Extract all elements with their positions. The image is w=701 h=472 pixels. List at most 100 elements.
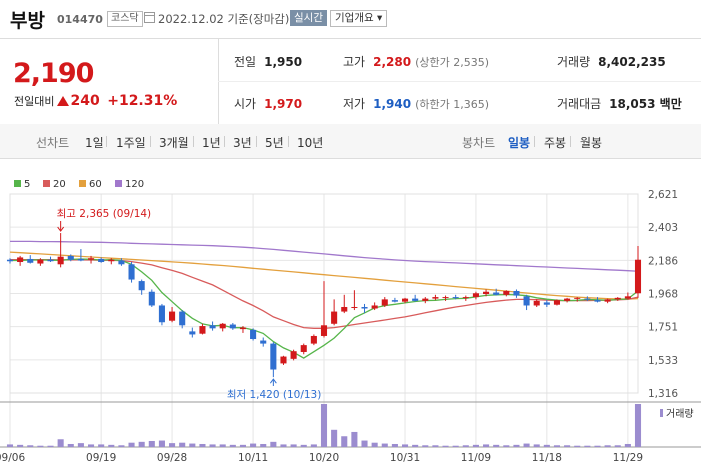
quote-separator [218, 81, 701, 82]
candle-body [128, 264, 135, 280]
volume-bar [169, 443, 176, 447]
tab-5y[interactable]: 5년 [265, 136, 284, 150]
x-tick-label: 09/19 [86, 452, 116, 464]
candle-body [432, 297, 439, 299]
volume-bar [280, 444, 287, 447]
chart-tab-bar: 선차트 1일 1주일 3개월 1년 3년 5년 10년 봉차트 일봉 주봉 월봉 [0, 124, 701, 159]
volume-bar [472, 444, 479, 447]
candle-body [27, 258, 34, 263]
volume-legend-swatch [660, 409, 663, 417]
realtime-button[interactable]: 실시간 [290, 10, 327, 26]
volume-bar [250, 443, 257, 447]
volume-bar [371, 442, 378, 447]
y-tick-label: 2,621 [648, 189, 678, 201]
volume-bar [138, 441, 145, 447]
volume-bar [189, 443, 196, 447]
volume-bar [553, 445, 561, 447]
legend-label: 120 [125, 179, 144, 190]
ma5-line [10, 258, 639, 359]
volume-bar [98, 444, 105, 447]
candle-body [98, 258, 105, 263]
volume-bar [179, 442, 186, 447]
x-tick-label: 11/29 [613, 452, 643, 464]
volume-bar [17, 444, 24, 447]
candle-body [584, 298, 591, 300]
volume-bar [331, 429, 338, 447]
candle-body [341, 306, 348, 312]
volume-bar [564, 445, 571, 447]
volume-bar [401, 444, 409, 447]
prev-close: 전일 1,950 [234, 55, 303, 69]
volume-bar [219, 444, 226, 447]
candle-body [179, 311, 186, 326]
volume-bar [584, 445, 591, 447]
volume-bar [320, 404, 328, 447]
candle-body [270, 343, 277, 370]
current-price: 2,190 [13, 58, 94, 89]
stock-header: 부방 014470 코스닥 2022.12.02 기준(장마감) 실시간 기업개… [0, 0, 701, 39]
candle-body [624, 296, 631, 299]
volume-bar [391, 443, 398, 447]
volume-bar [624, 443, 631, 447]
tab-10y[interactable]: 10년 [297, 136, 324, 150]
candle-body [493, 292, 500, 295]
tab-1y[interactable]: 1년 [202, 136, 221, 150]
volume-bar [614, 445, 621, 447]
tab-weekly[interactable]: 주봉 [544, 136, 567, 150]
volume-bar [260, 443, 267, 447]
x-tick-label: 09/28 [157, 452, 187, 464]
candle-body [513, 290, 520, 296]
volume-bar [483, 444, 490, 447]
volume-bar [108, 444, 115, 447]
candle-body [523, 296, 530, 306]
candle-body [67, 255, 74, 260]
tab-3m[interactable]: 3개월 [159, 136, 189, 150]
candle-body [260, 340, 267, 344]
tab-monthly[interactable]: 월봉 [580, 136, 603, 150]
y-tick-label: 2,186 [648, 255, 678, 267]
x-tick-label: 11/09 [461, 452, 491, 464]
volume-bar [67, 443, 74, 447]
candle-body [6, 259, 14, 262]
volume-bar [290, 444, 297, 447]
trade-amount: 거래대금 18,053 백만 [557, 97, 682, 111]
tab-1w[interactable]: 1주일 [116, 136, 146, 150]
candle-body [533, 300, 540, 306]
volume-bar [523, 443, 530, 447]
volume-bar [412, 444, 419, 447]
x-tick-label: 09/06 [0, 452, 25, 464]
tab-daily[interactable]: 일봉 [508, 136, 531, 150]
candle-body [320, 325, 328, 336]
candle-body [250, 329, 257, 340]
candle-body [229, 324, 236, 329]
volume-bar [47, 445, 54, 447]
y-tick-label: 2,403 [648, 222, 678, 234]
candle-chart-label: 봉차트 [462, 136, 496, 150]
candle-body [564, 298, 571, 301]
volume-bar [199, 443, 206, 447]
high-price: 고가 2,280 (상한가 2,535) [343, 55, 489, 69]
high-annotation: 최고 2,365 (09/14) [57, 208, 152, 220]
volume-bar [229, 444, 236, 447]
legend-label: 5 [24, 179, 30, 190]
price-summary: 2,190 전일대비 240 +12.31% 전일 1,950 고가 2,280 (상한… [0, 38, 701, 125]
volume-bar [27, 445, 34, 447]
volume-bar [533, 444, 540, 447]
candle-body [199, 326, 206, 334]
volume-legend-label: 거래량 [666, 408, 694, 420]
tab-3y[interactable]: 3년 [233, 136, 252, 150]
candle-body [189, 331, 196, 335]
y-tick-label: 1,316 [648, 388, 678, 400]
candle-body [47, 259, 54, 262]
company-overview-button[interactable]: 기업개요 ▾ [330, 10, 388, 27]
tab-1d[interactable]: 1일 [85, 136, 104, 150]
volume-bar [300, 444, 307, 447]
candle-body [391, 300, 398, 302]
legend-swatch [115, 180, 122, 187]
volume-bar [594, 445, 601, 447]
candle-body [422, 298, 429, 301]
change-row: 전일대비 240 +12.31% [14, 93, 177, 109]
x-tick-label: 10/11 [238, 452, 268, 464]
volume-bar [118, 445, 125, 447]
candle-body [462, 297, 469, 299]
